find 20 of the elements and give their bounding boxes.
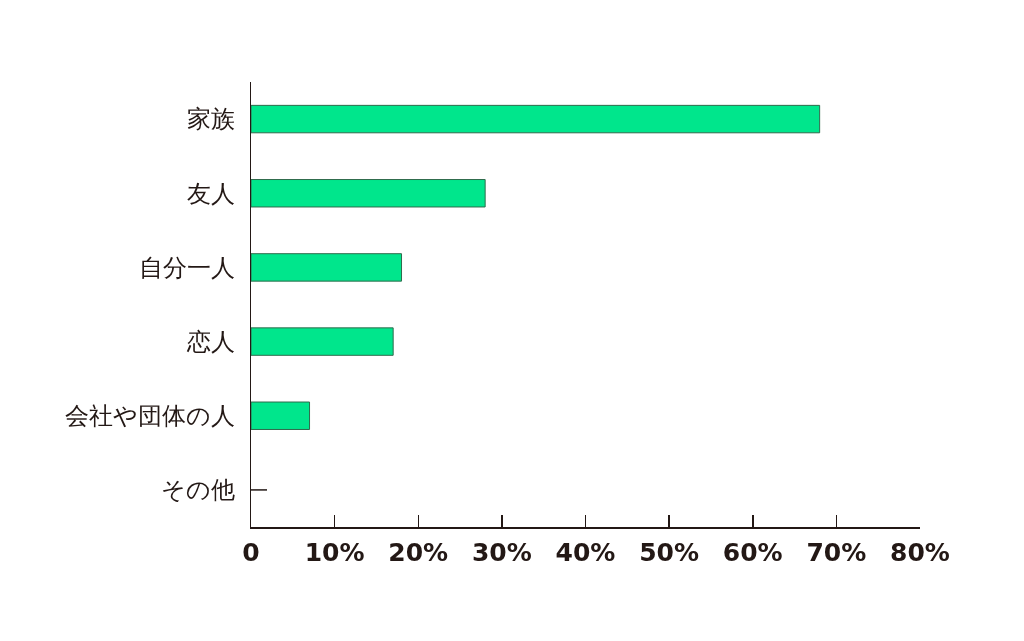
y-tick-label: 家族 (186, 105, 235, 134)
bar (251, 104, 821, 134)
x-tick-label: 50% (639, 537, 700, 567)
x-tick-label: 70% (806, 537, 867, 567)
x-tick-label: 20% (388, 537, 449, 567)
x-tick-label: 80% (890, 537, 950, 567)
x-tick-label: 0 (242, 537, 260, 567)
x-tick-label: 30% (471, 537, 532, 567)
y-tick-label: その他 (160, 476, 235, 505)
y-tick-label: 友人 (186, 179, 235, 208)
bar (251, 179, 486, 208)
bar (251, 327, 394, 356)
y-tick-label: 会社や団体の人 (64, 402, 235, 431)
x-tick-label: 60% (722, 537, 783, 567)
y-tick-label: 自分一人 (138, 253, 235, 282)
y-tick-label: 恋人 (185, 327, 235, 356)
bar (251, 253, 403, 282)
x-tick-label: 40% (555, 537, 616, 567)
bar (251, 401, 311, 430)
x-tick-label: 10% (304, 537, 365, 567)
